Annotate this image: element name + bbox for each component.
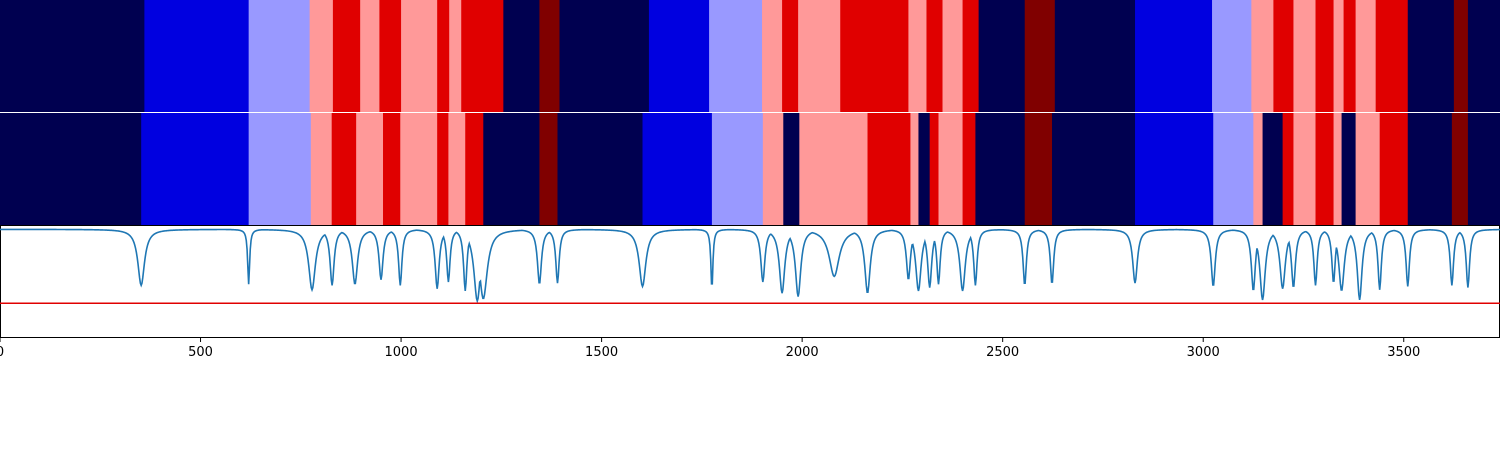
heatmap-1-segment bbox=[1467, 0, 1500, 112]
heatmap-1-segment bbox=[559, 0, 650, 112]
heatmap-1-segment bbox=[248, 0, 311, 112]
heatmap-1-segment bbox=[762, 0, 783, 112]
heatmap-1-segment bbox=[1355, 0, 1377, 112]
heatmap-1-segment bbox=[1333, 0, 1345, 112]
heatmap-1-segment bbox=[1054, 0, 1136, 112]
heatmap-2-segment bbox=[539, 113, 559, 225]
heatmap-2-segment bbox=[1052, 113, 1136, 225]
heatmap-2-segment bbox=[0, 113, 142, 225]
heatmap-2-segment bbox=[383, 113, 401, 225]
x-tick-label: 0 bbox=[0, 345, 4, 360]
heatmap-1-segment bbox=[332, 0, 361, 112]
heatmap-2-segment bbox=[1213, 113, 1254, 225]
heatmap-2-segment bbox=[642, 113, 713, 225]
heatmap-1-segment bbox=[1273, 0, 1295, 112]
heatmap-2-segment bbox=[1293, 113, 1317, 225]
heatmap-2-segment bbox=[1379, 113, 1409, 225]
heatmap-2-segment bbox=[799, 113, 869, 225]
heatmap-2-segment bbox=[1467, 113, 1500, 225]
heatmap-2-segment bbox=[929, 113, 940, 225]
x-tick-label: 1500 bbox=[585, 345, 618, 360]
heatmap-1-segment bbox=[798, 0, 841, 112]
heatmap-1-segment bbox=[144, 0, 250, 112]
heatmap-2-segment bbox=[1135, 113, 1214, 225]
heatmap-1-segment bbox=[0, 0, 145, 112]
heatmap-2-segment bbox=[1333, 113, 1343, 225]
heatmap-1-segment bbox=[379, 0, 402, 112]
heatmap-1-segment bbox=[978, 0, 1026, 112]
x-axis: 0 500 1000 1500 2000 2500 3000 3500 bbox=[0, 338, 1420, 360]
heatmap-2-segment bbox=[465, 113, 484, 225]
heatmap-2-segment bbox=[400, 113, 438, 225]
heatmap-1-segment bbox=[449, 0, 462, 112]
heatmap-1-segment bbox=[401, 0, 438, 112]
heatmap-1-segment bbox=[709, 0, 763, 112]
heatmap-1-segment bbox=[926, 0, 944, 112]
heatmap-1-segment bbox=[360, 0, 381, 112]
heatmap-2-segment bbox=[762, 113, 784, 225]
heatmap-1-segment bbox=[539, 0, 561, 112]
heatmap-1-segment bbox=[437, 0, 450, 112]
heatmap-2-segment bbox=[711, 113, 764, 225]
heatmap-1-segment bbox=[840, 0, 910, 112]
heatmap-1-segment bbox=[503, 0, 541, 112]
heatmap-2-segment bbox=[331, 113, 357, 225]
x-tick-label: 500 bbox=[188, 345, 213, 360]
heatmap-2-segment bbox=[1355, 113, 1381, 225]
heatmap-2-segment bbox=[1282, 113, 1295, 225]
heatmap-2-segment bbox=[248, 113, 312, 225]
heatmap-2-segment bbox=[310, 113, 333, 225]
x-tick-label: 3000 bbox=[1187, 345, 1220, 360]
heatmap-2-segment bbox=[1253, 113, 1264, 225]
heatmap-1-segment bbox=[1251, 0, 1274, 112]
heatmap-1-segment bbox=[782, 0, 799, 112]
heatmap-2-segment bbox=[910, 113, 920, 225]
heatmap-1-segment bbox=[648, 0, 710, 112]
signal-plot-frame bbox=[0, 225, 1500, 338]
heatmap-2-segment bbox=[1315, 113, 1335, 225]
heatmap-2-segment bbox=[448, 113, 466, 225]
heatmap-1-segment bbox=[1315, 0, 1335, 112]
heatmap-2-segment bbox=[1262, 113, 1284, 225]
heatmap-1-segment bbox=[962, 0, 980, 112]
heatmap-2-segment bbox=[938, 113, 964, 225]
heatmap-1-segment bbox=[942, 0, 964, 112]
heatmap-1-segment bbox=[1375, 0, 1409, 112]
x-tick-label: 1000 bbox=[385, 345, 418, 360]
heatmap-1-segment bbox=[908, 0, 928, 112]
heatmap-1-segment bbox=[1212, 0, 1252, 112]
x-tick-label: 2000 bbox=[786, 345, 819, 360]
heatmap-2-segment bbox=[1451, 113, 1469, 225]
heatmap-2-segment bbox=[783, 113, 800, 225]
heatmap-1-segment bbox=[1407, 0, 1455, 112]
heatmap-2-segment bbox=[918, 113, 931, 225]
heatmap-1-segment bbox=[309, 0, 334, 112]
heatmap-2-segment bbox=[557, 113, 644, 225]
x-tick-label: 2500 bbox=[986, 345, 1019, 360]
heatmap-2-segment bbox=[962, 113, 976, 225]
heatmap-2-segment bbox=[1341, 113, 1357, 225]
signal-plot bbox=[0, 225, 1500, 338]
signal-line bbox=[0, 228, 1500, 304]
heatmap-2-segment bbox=[356, 113, 384, 225]
heatmap-track-2 bbox=[0, 113, 1500, 225]
heatmap-1-segment bbox=[1453, 0, 1469, 112]
heatmap-1-segment bbox=[461, 0, 504, 112]
heatmap-2-segment bbox=[437, 113, 449, 225]
heatmap-1-segment bbox=[1293, 0, 1317, 112]
heatmap-2-segment bbox=[1407, 113, 1453, 225]
heatmap-1-segment bbox=[1343, 0, 1357, 112]
heatmap-2-segment bbox=[483, 113, 541, 225]
x-tick-label: 3500 bbox=[1387, 345, 1420, 360]
heatmap-2-segment bbox=[1024, 113, 1053, 225]
heatmap-track-1 bbox=[0, 0, 1500, 112]
heatmap-1-segment bbox=[1024, 0, 1056, 112]
heatmap-2-segment bbox=[141, 113, 250, 225]
heatmap-2-segment bbox=[975, 113, 1026, 225]
heatmap-1-segment bbox=[1135, 0, 1213, 112]
heatmap-2-segment bbox=[867, 113, 912, 225]
